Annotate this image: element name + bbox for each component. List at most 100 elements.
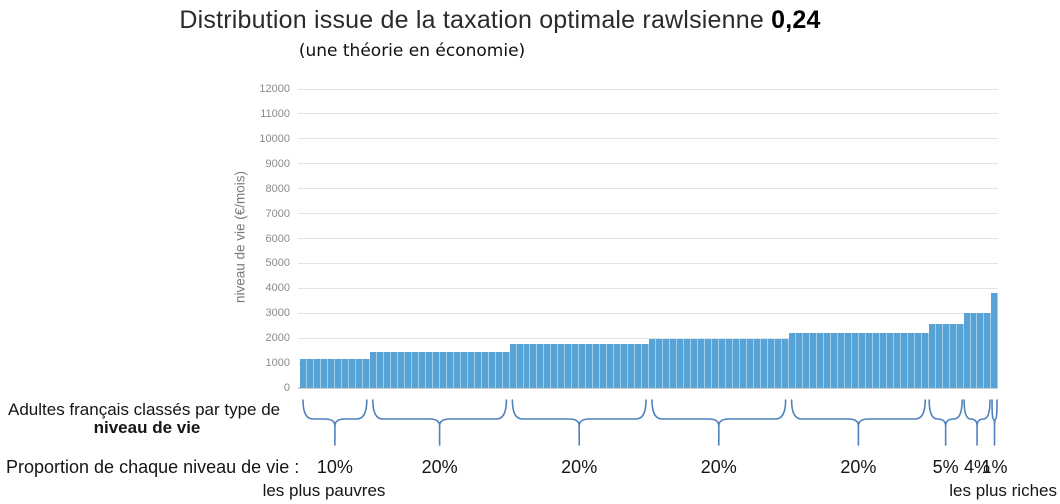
bar <box>460 351 468 388</box>
bar <box>733 339 741 388</box>
bar <box>642 344 650 388</box>
classification-label-line2: niveau de vie <box>93 418 201 437</box>
bar <box>516 344 524 388</box>
bar <box>502 351 510 388</box>
richest-label: les plus riches <box>949 481 1057 500</box>
title-text: Distribution issue de la taxation optima… <box>179 6 772 34</box>
bar <box>705 339 713 388</box>
bar <box>495 351 503 388</box>
bar <box>753 339 761 388</box>
bar <box>649 339 657 388</box>
bar <box>900 332 908 388</box>
bar <box>684 339 692 388</box>
gridline <box>298 88 998 90</box>
bar <box>991 293 999 388</box>
gridline <box>298 312 998 314</box>
bar <box>362 359 370 388</box>
bar <box>872 332 880 388</box>
bar <box>537 344 545 388</box>
proportion-label: 1% <box>981 457 1008 477</box>
bar <box>719 339 727 388</box>
bar <box>313 359 321 388</box>
bar <box>327 359 335 388</box>
bar <box>802 332 810 388</box>
bar <box>614 344 622 388</box>
proportion-label: 10% <box>316 457 353 477</box>
y-tick-label: 10000 <box>259 132 290 145</box>
y-tick-label: 9000 <box>265 157 290 170</box>
bar <box>600 344 608 388</box>
gridline <box>298 337 998 339</box>
bar <box>467 351 475 388</box>
bar <box>306 359 314 388</box>
bar <box>300 359 307 388</box>
bar <box>544 344 552 388</box>
bar <box>411 351 419 388</box>
bar <box>893 332 901 388</box>
bar <box>656 339 664 388</box>
bar <box>404 351 412 388</box>
proportion-caption: Proportion de chaque niveau de vie : <box>6 457 300 477</box>
bar <box>879 332 887 388</box>
bar <box>530 344 538 388</box>
bar <box>579 344 587 388</box>
y-tick-label: 8000 <box>265 182 290 195</box>
bar <box>453 351 461 388</box>
gridline <box>298 163 998 165</box>
bar <box>376 351 384 388</box>
bar <box>607 344 615 388</box>
bar <box>830 332 838 388</box>
bar <box>418 351 426 388</box>
bar <box>823 332 831 388</box>
bar <box>523 344 531 388</box>
bar <box>726 339 734 388</box>
poorest-label: les plus pauvres <box>262 481 386 500</box>
bar <box>551 344 559 388</box>
bar <box>795 332 803 388</box>
bar <box>774 339 782 388</box>
bar <box>397 351 405 388</box>
bar <box>341 359 349 388</box>
bar <box>558 344 566 388</box>
bar <box>865 332 873 388</box>
bar <box>698 339 706 388</box>
bar <box>942 324 950 388</box>
bar <box>914 332 922 388</box>
bar <box>858 332 866 388</box>
y-tick-label: 2000 <box>265 332 290 345</box>
y-tick-label: 0 <box>283 382 290 394</box>
bar <box>907 332 915 388</box>
bar <box>760 339 768 388</box>
proportion-label: 20% <box>421 457 458 477</box>
proportion-label: 20% <box>700 457 737 477</box>
bar <box>446 351 454 388</box>
bar <box>788 332 796 388</box>
x-axis-line <box>298 387 998 389</box>
bar <box>439 351 447 388</box>
bar <box>970 313 978 388</box>
y-tick-label: 3000 <box>265 307 290 320</box>
bar <box>488 351 496 388</box>
bar <box>474 351 482 388</box>
bar <box>348 359 356 388</box>
bar <box>565 344 573 388</box>
bar <box>670 339 678 388</box>
bar <box>816 332 824 388</box>
y-tick-label: 7000 <box>265 207 290 220</box>
gridline <box>298 287 998 289</box>
gridline <box>298 213 998 215</box>
classification-label-line1: Adultes français classés par type de <box>8 400 281 419</box>
bar <box>572 344 580 388</box>
bar <box>621 344 629 388</box>
bar <box>383 351 391 388</box>
y-tick-label: 5000 <box>265 257 290 270</box>
gridline <box>298 262 998 264</box>
bar <box>844 332 852 388</box>
bar <box>712 339 720 388</box>
y-tick-label: 12000 <box>259 83 290 95</box>
gridline <box>298 113 998 115</box>
bar <box>691 339 699 388</box>
bar <box>935 324 943 388</box>
bar <box>949 324 957 388</box>
